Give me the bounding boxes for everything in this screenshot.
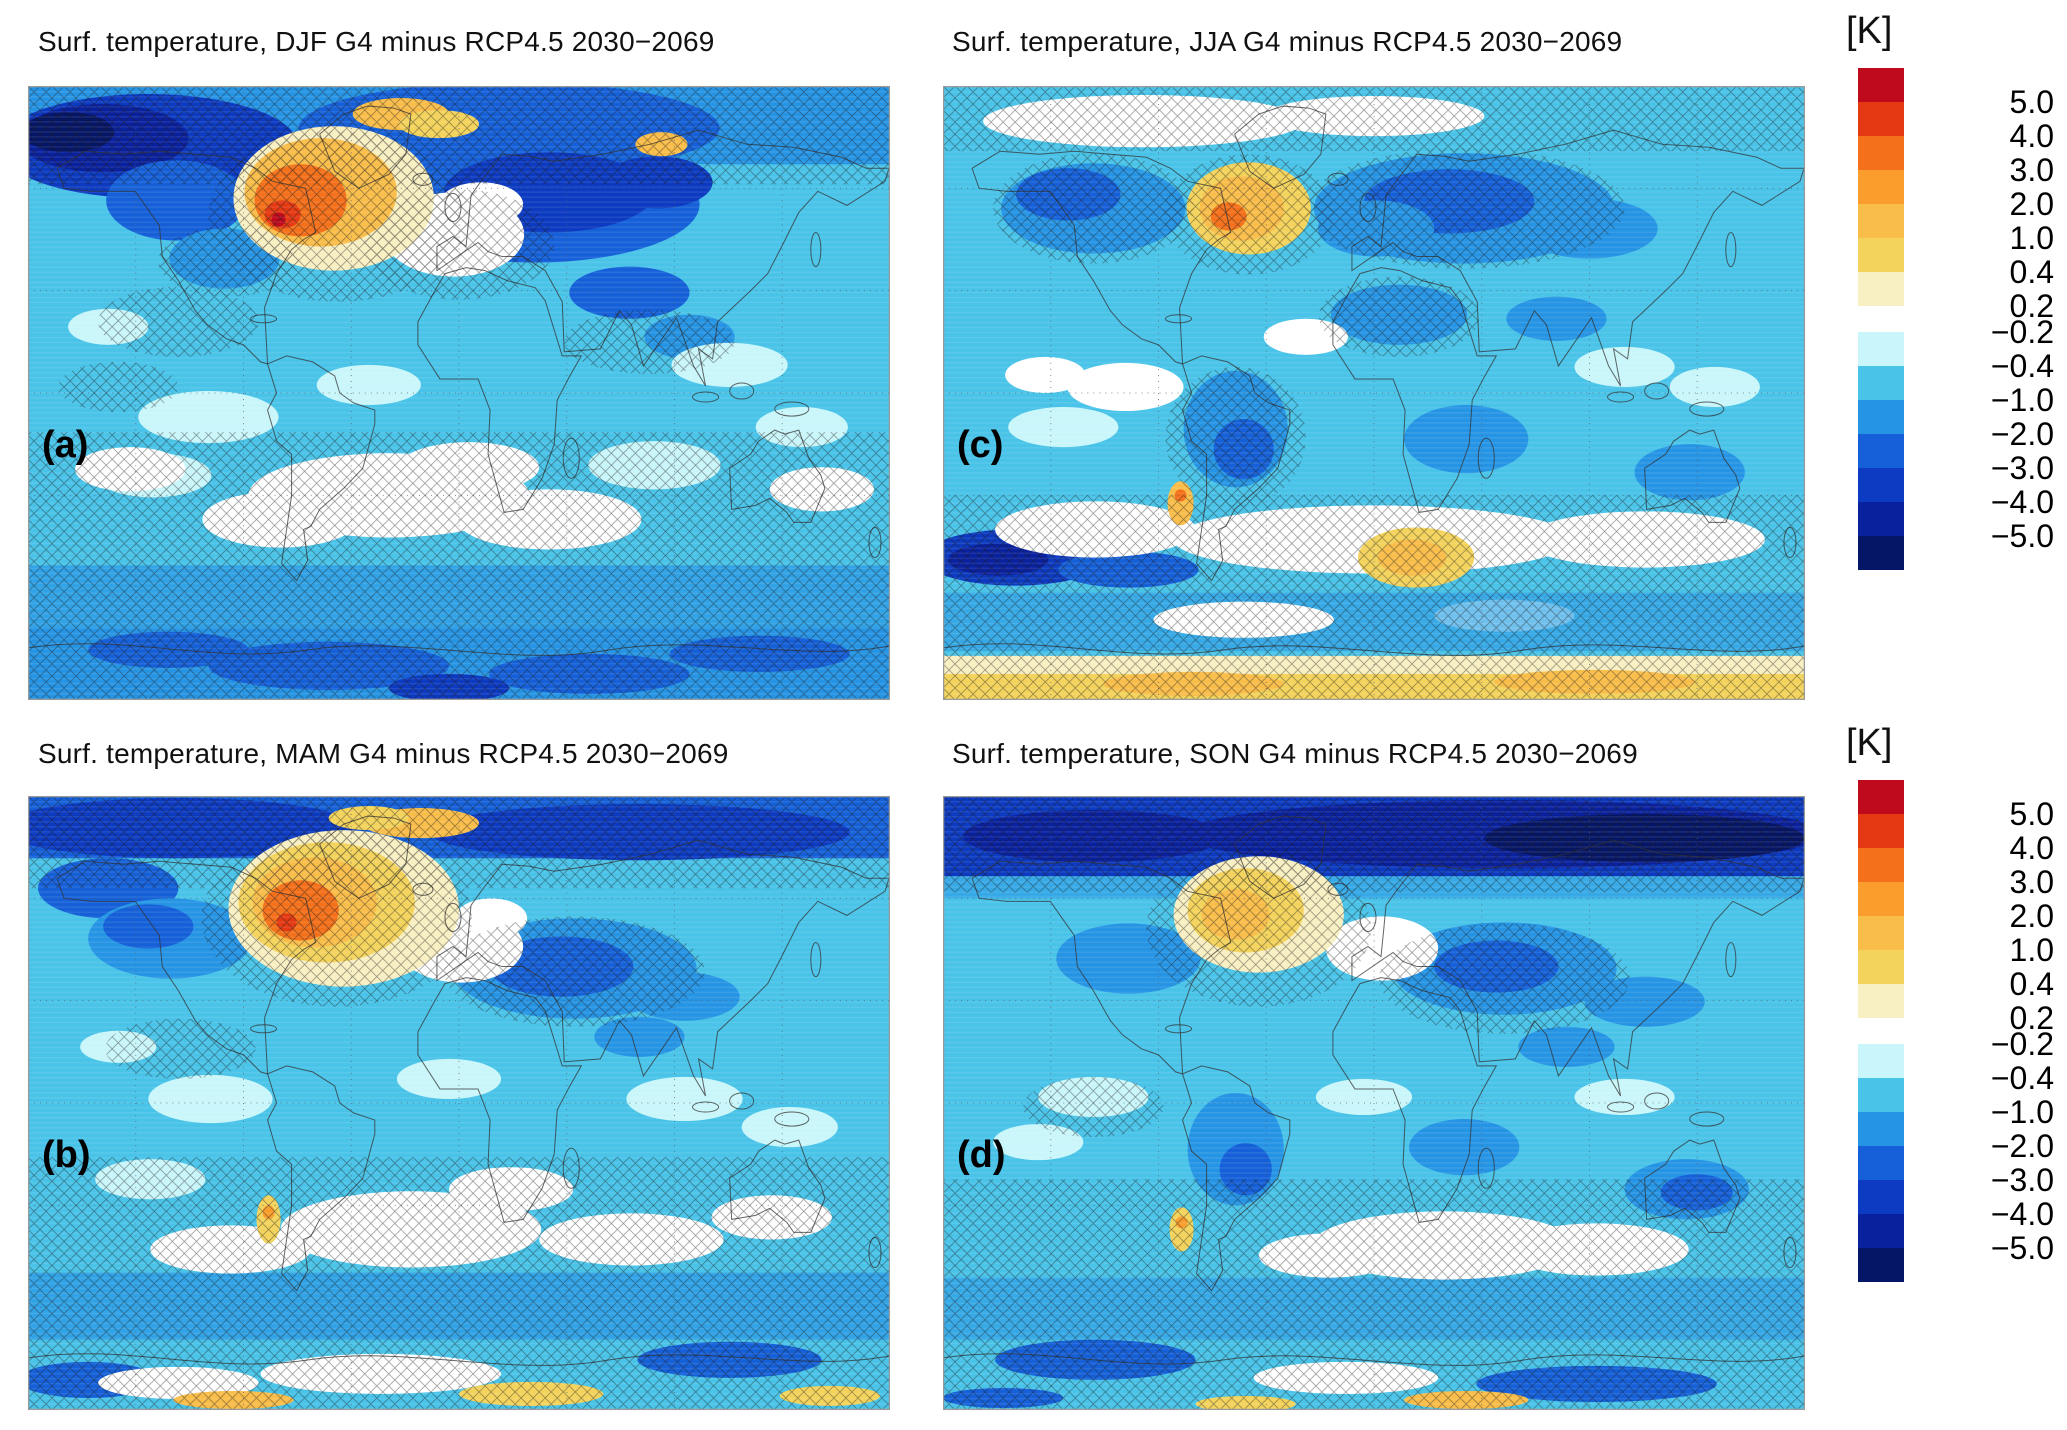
colorbar-tick: 0.4 <box>2009 254 2054 290</box>
colorbar-tick: −2.0 <box>1990 1128 2054 1164</box>
colorbar-tick: 1.0 <box>2009 220 2054 256</box>
colorbar-tick: 1.0 <box>2009 932 2054 968</box>
colorbar-swatch <box>1858 272 1904 306</box>
colorbar-swatch <box>1858 916 1904 950</box>
colorbar-tick: 4.0 <box>2009 830 2054 866</box>
colorbar-swatch <box>1858 238 1904 272</box>
map-panel-c: (c) <box>943 86 1805 700</box>
colorbar-swatch <box>1858 1078 1904 1112</box>
colorbar-tick: 3.0 <box>2009 152 2054 188</box>
colorbar-swatch <box>1858 332 1904 366</box>
map-svg-a <box>28 86 890 700</box>
panel-title-a: Surf. temperature, DJF G4 minus RCP4.5 2… <box>38 26 715 57</box>
colorbar-swatch <box>1858 136 1904 170</box>
panel-label-b: (b) <box>42 1134 91 1176</box>
map-svg-b <box>28 796 890 1410</box>
map-panel-a: (a) <box>28 86 890 700</box>
colorbar-scale: 5.0 4.0 3.0 2.0 1.0 0.4 0.2 −0.2 −0.4 −1.0 −2.0 −3.… <box>1840 780 2066 1290</box>
colorbar-swatch <box>1858 502 1904 536</box>
colorbar-swatch <box>1858 1044 1904 1078</box>
colorbar-bottom: [K] 5.0 4.0 3.0 2.0 1.0 0.4 0.2 −0.2 −0.4 −1.0 −2.… <box>1840 722 2066 1290</box>
colorbar-swatch <box>1858 848 1904 882</box>
panel-title-b: Surf. temperature, MAM G4 minus RCP4.5 2… <box>38 738 729 769</box>
colorbar-swatch <box>1858 1112 1904 1146</box>
colorbar-tick: 2.0 <box>2009 186 2054 222</box>
colorbar-tick: 5.0 <box>2009 84 2054 120</box>
colorbar-tick: 2.0 <box>2009 898 2054 934</box>
colorbar-swatch <box>1858 1146 1904 1180</box>
panel-label-d: (d) <box>957 1134 1006 1176</box>
colorbar-tick: −5.0 <box>1990 518 2054 554</box>
colorbar-tick: −4.0 <box>1990 484 2054 520</box>
map-svg-c <box>943 86 1805 700</box>
colorbar-tick: 5.0 <box>2009 796 2054 832</box>
map-panel-d: (d) <box>943 796 1805 1410</box>
colorbar-swatch <box>1858 814 1904 848</box>
colorbar-swatch <box>1858 780 1904 814</box>
colorbar-tick: −0.4 <box>1990 1060 2054 1096</box>
colorbar-swatch <box>1858 468 1904 502</box>
colorbar-unit-label: [K] <box>1846 722 1893 764</box>
colorbar-tick: −2.0 <box>1990 416 2054 452</box>
colorbar-swatch <box>1858 366 1904 400</box>
colorbar-top: [K] 5.0 4.0 3.0 2.0 1.0 0.4 0.2 −0.2 −0.4 −1.0 −2.… <box>1840 10 2066 578</box>
map-svg-d <box>943 796 1805 1410</box>
panel-label-c: (c) <box>957 424 1004 466</box>
colorbar-unit-label: [K] <box>1846 10 1893 52</box>
panel-title-c: Surf. temperature, JJA G4 minus RCP4.5 2… <box>952 26 1623 57</box>
colorbar-tick: 0.2 <box>2009 288 2054 324</box>
colorbar-swatch <box>1858 984 1904 1018</box>
colorbar-tick: −0.2 <box>1990 314 2054 350</box>
colorbar-swatch <box>1858 170 1904 204</box>
colorbar-tick: −3.0 <box>1990 1162 2054 1198</box>
colorbar-tick: 4.0 <box>2009 118 2054 154</box>
colorbar-swatch <box>1858 950 1904 984</box>
colorbar-tick: −3.0 <box>1990 450 2054 486</box>
colorbar-swatch <box>1858 68 1904 102</box>
colorbar-swatch <box>1858 400 1904 434</box>
map-panel-b: (b) <box>28 796 890 1410</box>
colorbar-swatch <box>1858 102 1904 136</box>
colorbar-tick: −1.0 <box>1990 1094 2054 1130</box>
colorbar-tick: −0.4 <box>1990 348 2054 384</box>
colorbar-tick: −4.0 <box>1990 1196 2054 1232</box>
colorbar-scale: 5.0 4.0 3.0 2.0 1.0 0.4 0.2 −0.2 −0.4 −1.0 −2.0 −3.… <box>1840 68 2066 578</box>
colorbar-swatch <box>1858 434 1904 468</box>
colorbar-tick: −1.0 <box>1990 382 2054 418</box>
colorbar-swatch <box>1858 1214 1904 1248</box>
colorbar-tick: 0.4 <box>2009 966 2054 1002</box>
panel-title-d: Surf. temperature, SON G4 minus RCP4.5 2… <box>952 738 1638 769</box>
colorbar-tick: 0.2 <box>2009 1000 2054 1036</box>
colorbar-swatch <box>1858 1180 1904 1214</box>
colorbar-tick: −5.0 <box>1990 1230 2054 1266</box>
panel-label-a: (a) <box>42 424 89 466</box>
colorbar-swatch <box>1858 882 1904 916</box>
colorbar-swatch <box>1858 204 1904 238</box>
colorbar-swatch <box>1858 1248 1904 1282</box>
colorbar-tick: −0.2 <box>1990 1026 2054 1062</box>
colorbar-tick: 3.0 <box>2009 864 2054 900</box>
colorbar-swatch <box>1858 536 1904 570</box>
